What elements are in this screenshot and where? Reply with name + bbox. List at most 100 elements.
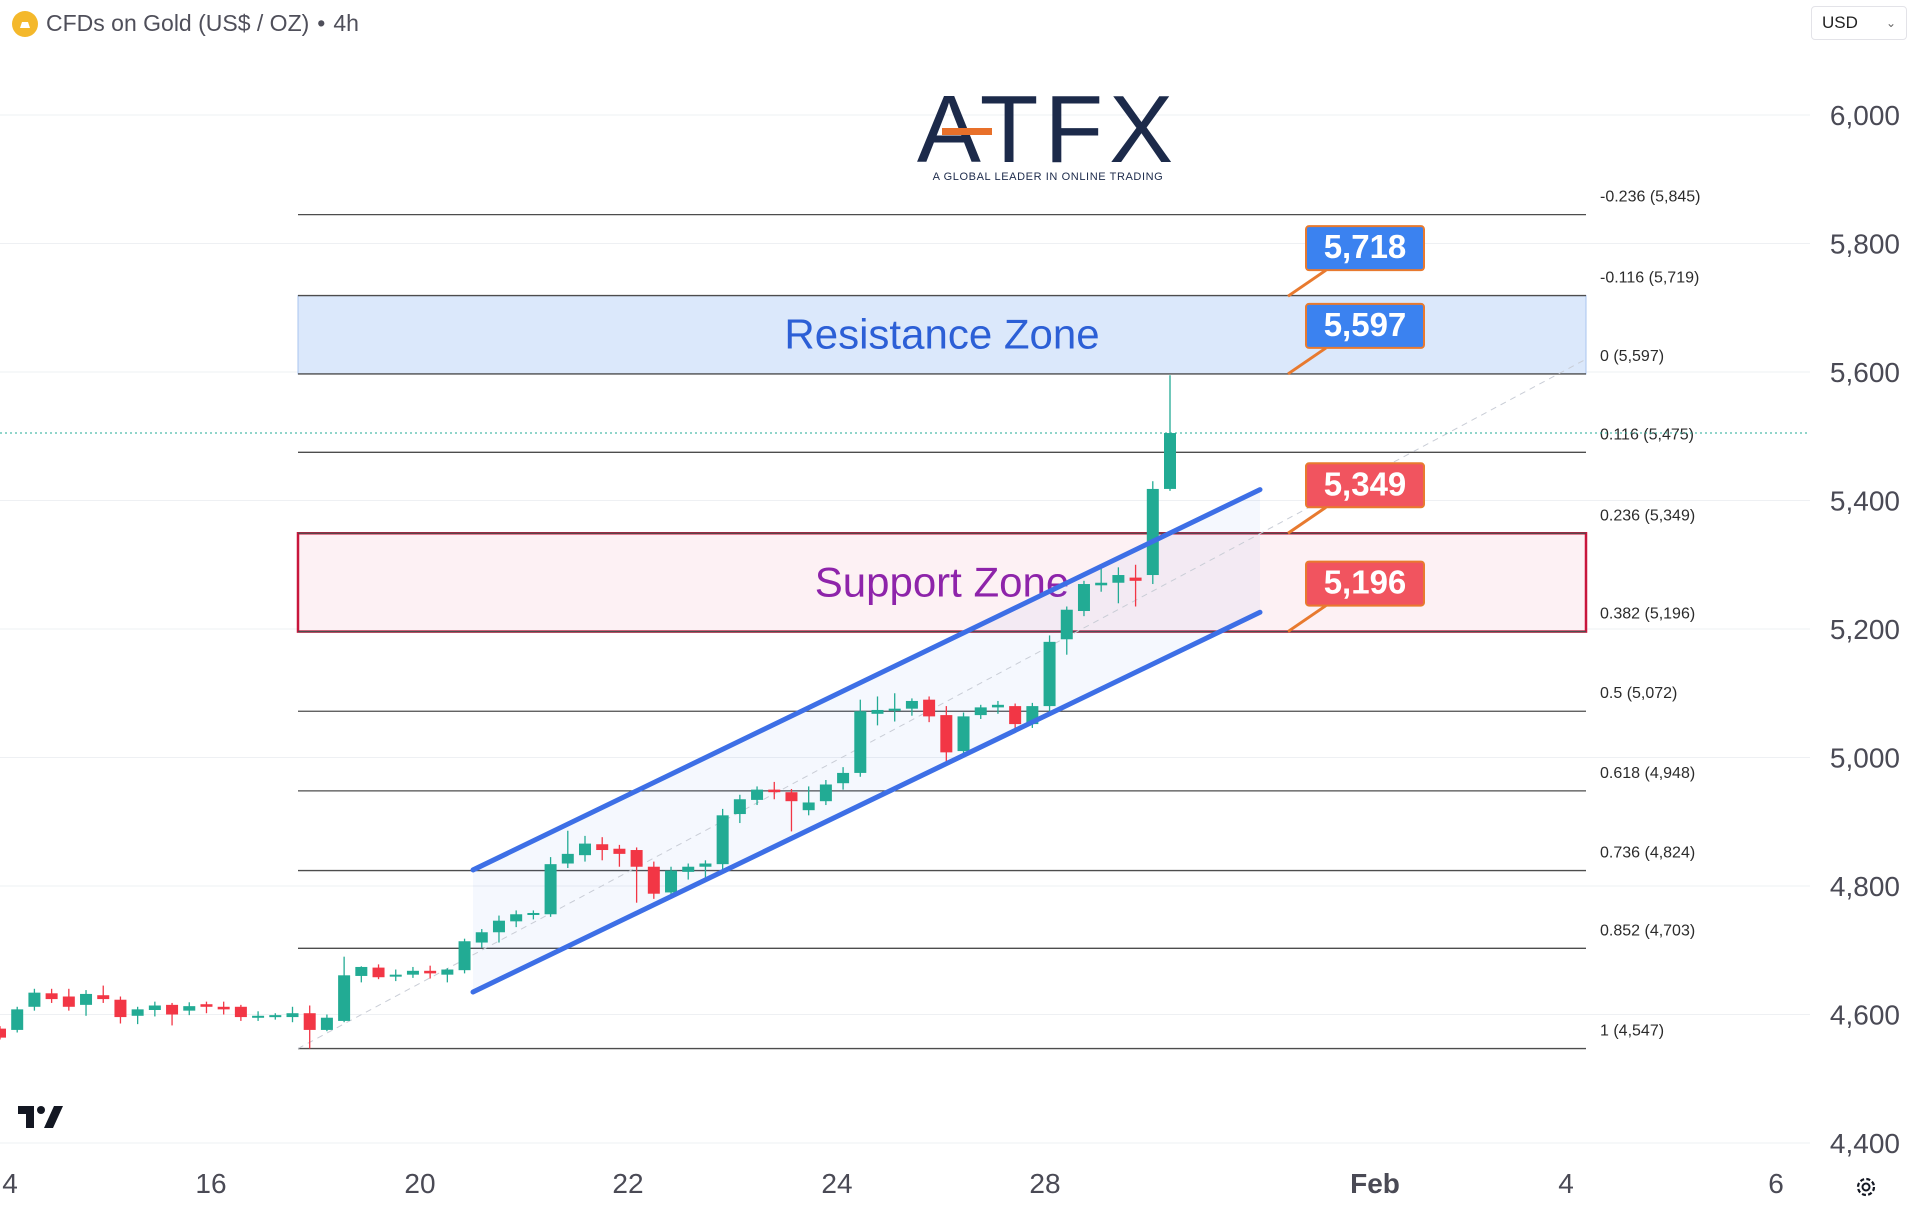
candle-down (1009, 706, 1022, 725)
candle-up (131, 1009, 144, 1016)
candle-up (905, 700, 918, 709)
time-tick-label: 28 (1029, 1168, 1060, 1199)
candle-up (11, 1009, 24, 1030)
price-tick-label: 5,600 (1830, 357, 1900, 388)
fib-level-label: 0.852 (4,703) (1600, 922, 1695, 939)
price-callout-label: 5,196 (1324, 564, 1407, 601)
trend-dashed-line (297, 358, 1587, 1049)
fib-level-label: -0.116 (5,719) (1600, 270, 1699, 287)
channel-upper-line (470, 487, 1263, 873)
price-tick-label: 4,400 (1830, 1128, 1900, 1159)
candle-up (544, 864, 557, 915)
candle-up (252, 1015, 265, 1018)
price-tick-label: 4,600 (1830, 1000, 1900, 1031)
candle-down (785, 792, 798, 802)
candle-up (1077, 584, 1090, 612)
symbol-title[interactable]: CFDs on Gold (US$ / OZ) (46, 10, 310, 36)
candle-down (234, 1006, 247, 1018)
candle-down (940, 715, 953, 753)
price-callout-label: 5,349 (1324, 465, 1407, 502)
gear-icon[interactable] (1852, 1173, 1880, 1201)
time-tick-label: 22 (612, 1168, 643, 1199)
channel-lower-line (470, 609, 1263, 995)
candle-up (1043, 641, 1056, 707)
interval-label[interactable]: 4h (333, 10, 359, 36)
atfx-logo-accent (942, 128, 992, 135)
candle-up (458, 941, 471, 971)
candle-up (888, 708, 901, 711)
candle-up (355, 966, 368, 976)
candle-up (854, 711, 867, 773)
tradingview-logo (16, 1104, 64, 1135)
atfx-tagline: A GLOBAL LEADER IN ONLINE TRADING (933, 171, 1164, 183)
fib-level-label: 0 (5,597) (1600, 348, 1664, 365)
fib-level-label: 0.618 (4,948) (1600, 765, 1695, 782)
time-tick-label: 4 (1558, 1168, 1574, 1199)
callout-pointer (1287, 268, 1327, 298)
fib-level-label: 0.736 (4,824) (1600, 845, 1695, 862)
candle-up (406, 970, 419, 975)
candle-down (630, 850, 643, 867)
candle-up (819, 784, 832, 802)
candle-up (682, 866, 695, 872)
fib-level-label: -0.236 (5,845) (1600, 189, 1701, 206)
fib-level-label: 0.236 (5,349) (1600, 507, 1695, 524)
candle-up (561, 853, 574, 864)
candle-up (183, 1006, 196, 1011)
candle-down (768, 789, 781, 793)
candle-down (647, 866, 660, 894)
time-tick-label: 4 (2, 1168, 18, 1199)
price-callout-label: 5,597 (1324, 306, 1407, 343)
price-callout-label: 5,718 (1324, 228, 1407, 265)
price-callout (1305, 560, 1425, 607)
candle-up (338, 975, 351, 1021)
candle-down (62, 996, 75, 1007)
candle-up (733, 799, 746, 815)
price-tick-label: 5,000 (1830, 743, 1900, 774)
candle-up (269, 1015, 282, 1018)
gold-symbol-icon (12, 10, 38, 37)
time-tick-label: 20 (404, 1168, 435, 1199)
price-tick-label: 5,400 (1830, 486, 1900, 517)
candle-up (1112, 575, 1125, 583)
time-tick-label: 24 (821, 1168, 852, 1199)
candle-down (596, 844, 609, 851)
candle-up (441, 969, 454, 975)
candle-down (97, 995, 110, 1000)
fib-level-label: 0.5 (5,072) (1600, 685, 1677, 702)
candle-up (492, 920, 505, 933)
price-callout (1305, 462, 1425, 509)
currency-selector[interactable]: USD ⌄ (1811, 6, 1907, 40)
candle-up (510, 914, 523, 922)
candle-down (424, 970, 437, 974)
callout-pointer (1287, 346, 1327, 376)
price-tick-label: 6,000 (1830, 100, 1900, 131)
candle-down (0, 1028, 6, 1038)
candle-up (1164, 433, 1176, 489)
candle-up (389, 974, 402, 977)
price-tick-label: 4,800 (1830, 871, 1900, 902)
chart-header: CFDs on Gold (US$ / OZ) • 4h (12, 10, 359, 37)
candle-down (372, 967, 385, 978)
candle-down (200, 1004, 213, 1007)
candle-up (699, 863, 712, 867)
candle-up (475, 932, 488, 943)
candle-up (148, 1005, 161, 1011)
price-callout (1305, 225, 1425, 272)
candle-up (579, 843, 591, 856)
candle-down (303, 1013, 316, 1030)
candle-up (802, 802, 815, 811)
callout-pointer (1287, 506, 1327, 535)
currency-label: USD (1822, 13, 1858, 32)
price-callout (1305, 302, 1425, 349)
candle-down (166, 1004, 179, 1015)
fib-level-label: 0.116 (5,475) (1600, 426, 1694, 443)
candle-up (80, 993, 93, 1005)
candle-up (716, 815, 729, 865)
fib-level-label: 1 (4,547) (1600, 1023, 1664, 1040)
candle-up (1146, 488, 1159, 576)
candle-up (527, 912, 540, 915)
candle-up (1060, 609, 1073, 640)
